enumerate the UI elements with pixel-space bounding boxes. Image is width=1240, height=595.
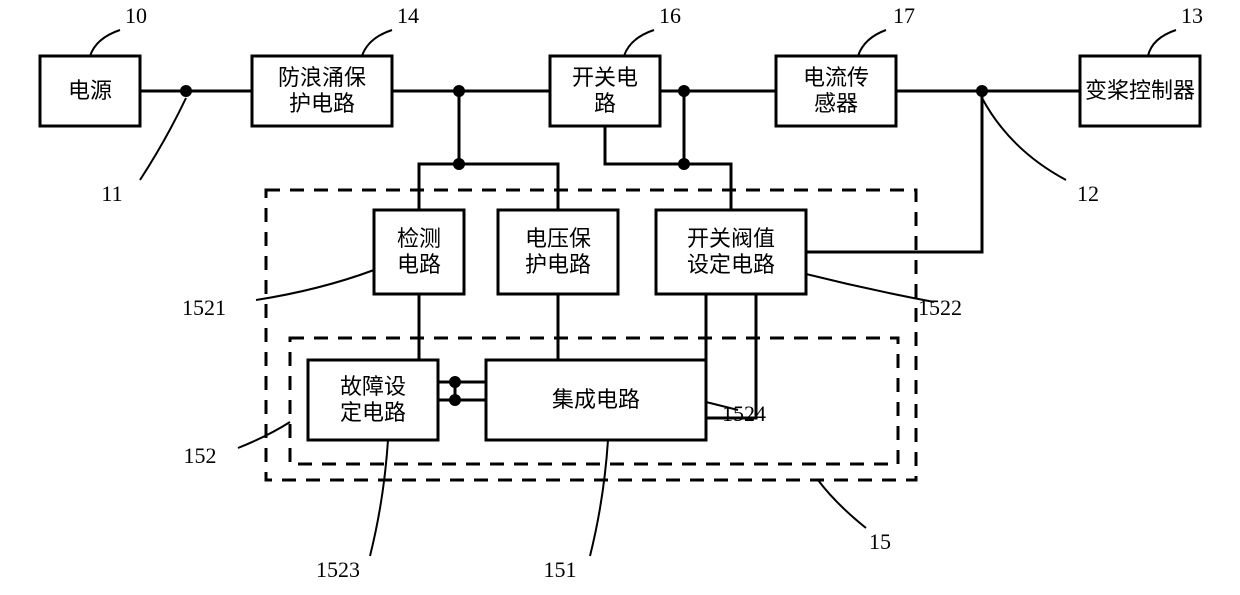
lead-r10 <box>90 30 120 56</box>
box-b1522-label-0: 开关阀值 <box>687 226 775 251</box>
box-b16-label-0: 开关电 <box>572 65 638 90</box>
lead-r14 <box>362 30 392 56</box>
box-b17-label-0: 电流传 <box>803 65 869 90</box>
box-b14-label-0: 防浪涌保 <box>278 65 366 90</box>
lead-r1523 <box>370 440 388 556</box>
n11 <box>180 85 192 97</box>
ref-r13: 13 <box>1181 3 1203 28</box>
box-b17-label-1: 感器 <box>814 91 858 116</box>
w-down-16in <box>459 164 558 210</box>
lead-r1521 <box>256 270 374 300</box>
w-down-14out <box>419 91 459 210</box>
ref-r1523: 1523 <box>316 557 360 582</box>
n-f6 <box>449 394 461 406</box>
box-b1523-label-1: 定电路 <box>340 400 406 425</box>
ref-r10: 10 <box>125 3 147 28</box>
box-b13-label-0: 变桨控制器 <box>1085 78 1195 103</box>
lead-r16 <box>624 30 654 56</box>
ref-r17: 17 <box>893 3 915 28</box>
lead-r13 <box>1148 30 1176 56</box>
n12 <box>976 85 988 97</box>
box-b14-label-1: 护电路 <box>289 91 355 116</box>
lead-r12 <box>982 98 1066 180</box>
ref-r11: 11 <box>101 181 122 206</box>
ref-r1522: 1522 <box>918 295 962 320</box>
w-thresh-ic-b <box>706 294 756 418</box>
n-f3 <box>453 158 465 170</box>
lead-r151 <box>590 440 608 556</box>
n-f4 <box>678 158 690 170</box>
n-f2 <box>678 85 690 97</box>
ref-r16: 16 <box>659 3 681 28</box>
ref-r12: 12 <box>1077 181 1099 206</box>
box-b10-label-0: 电源 <box>68 78 112 103</box>
lead-r17 <box>858 30 886 56</box>
lead-r15 <box>818 480 866 528</box>
box-b151-label-0: 电压保 <box>525 226 591 251</box>
lead-r152 <box>238 422 290 448</box>
box-b1522-label-1: 设定电路 <box>687 252 775 277</box>
ref-r152: 152 <box>184 443 217 468</box>
box-b1523-label-0: 故障设 <box>340 374 406 399</box>
w-thresh-link <box>684 164 731 210</box>
ref-r1521: 1521 <box>182 295 226 320</box>
box-b16-label-1: 路 <box>594 91 616 116</box>
box-b151-label-1: 护电路 <box>525 252 591 277</box>
n-f5 <box>449 376 461 388</box>
box-b1521-label-0: 检测 <box>397 226 441 251</box>
box-b1524-label-0: 集成电路 <box>552 387 640 412</box>
ref-r1524: 1524 <box>722 401 766 426</box>
ref-r151: 151 <box>544 557 577 582</box>
box-b1521-label-1: 电路 <box>397 252 441 277</box>
ref-r15: 15 <box>869 529 891 554</box>
lead-r11 <box>140 98 186 180</box>
n-f1 <box>453 85 465 97</box>
ref-r14: 14 <box>397 3 419 28</box>
